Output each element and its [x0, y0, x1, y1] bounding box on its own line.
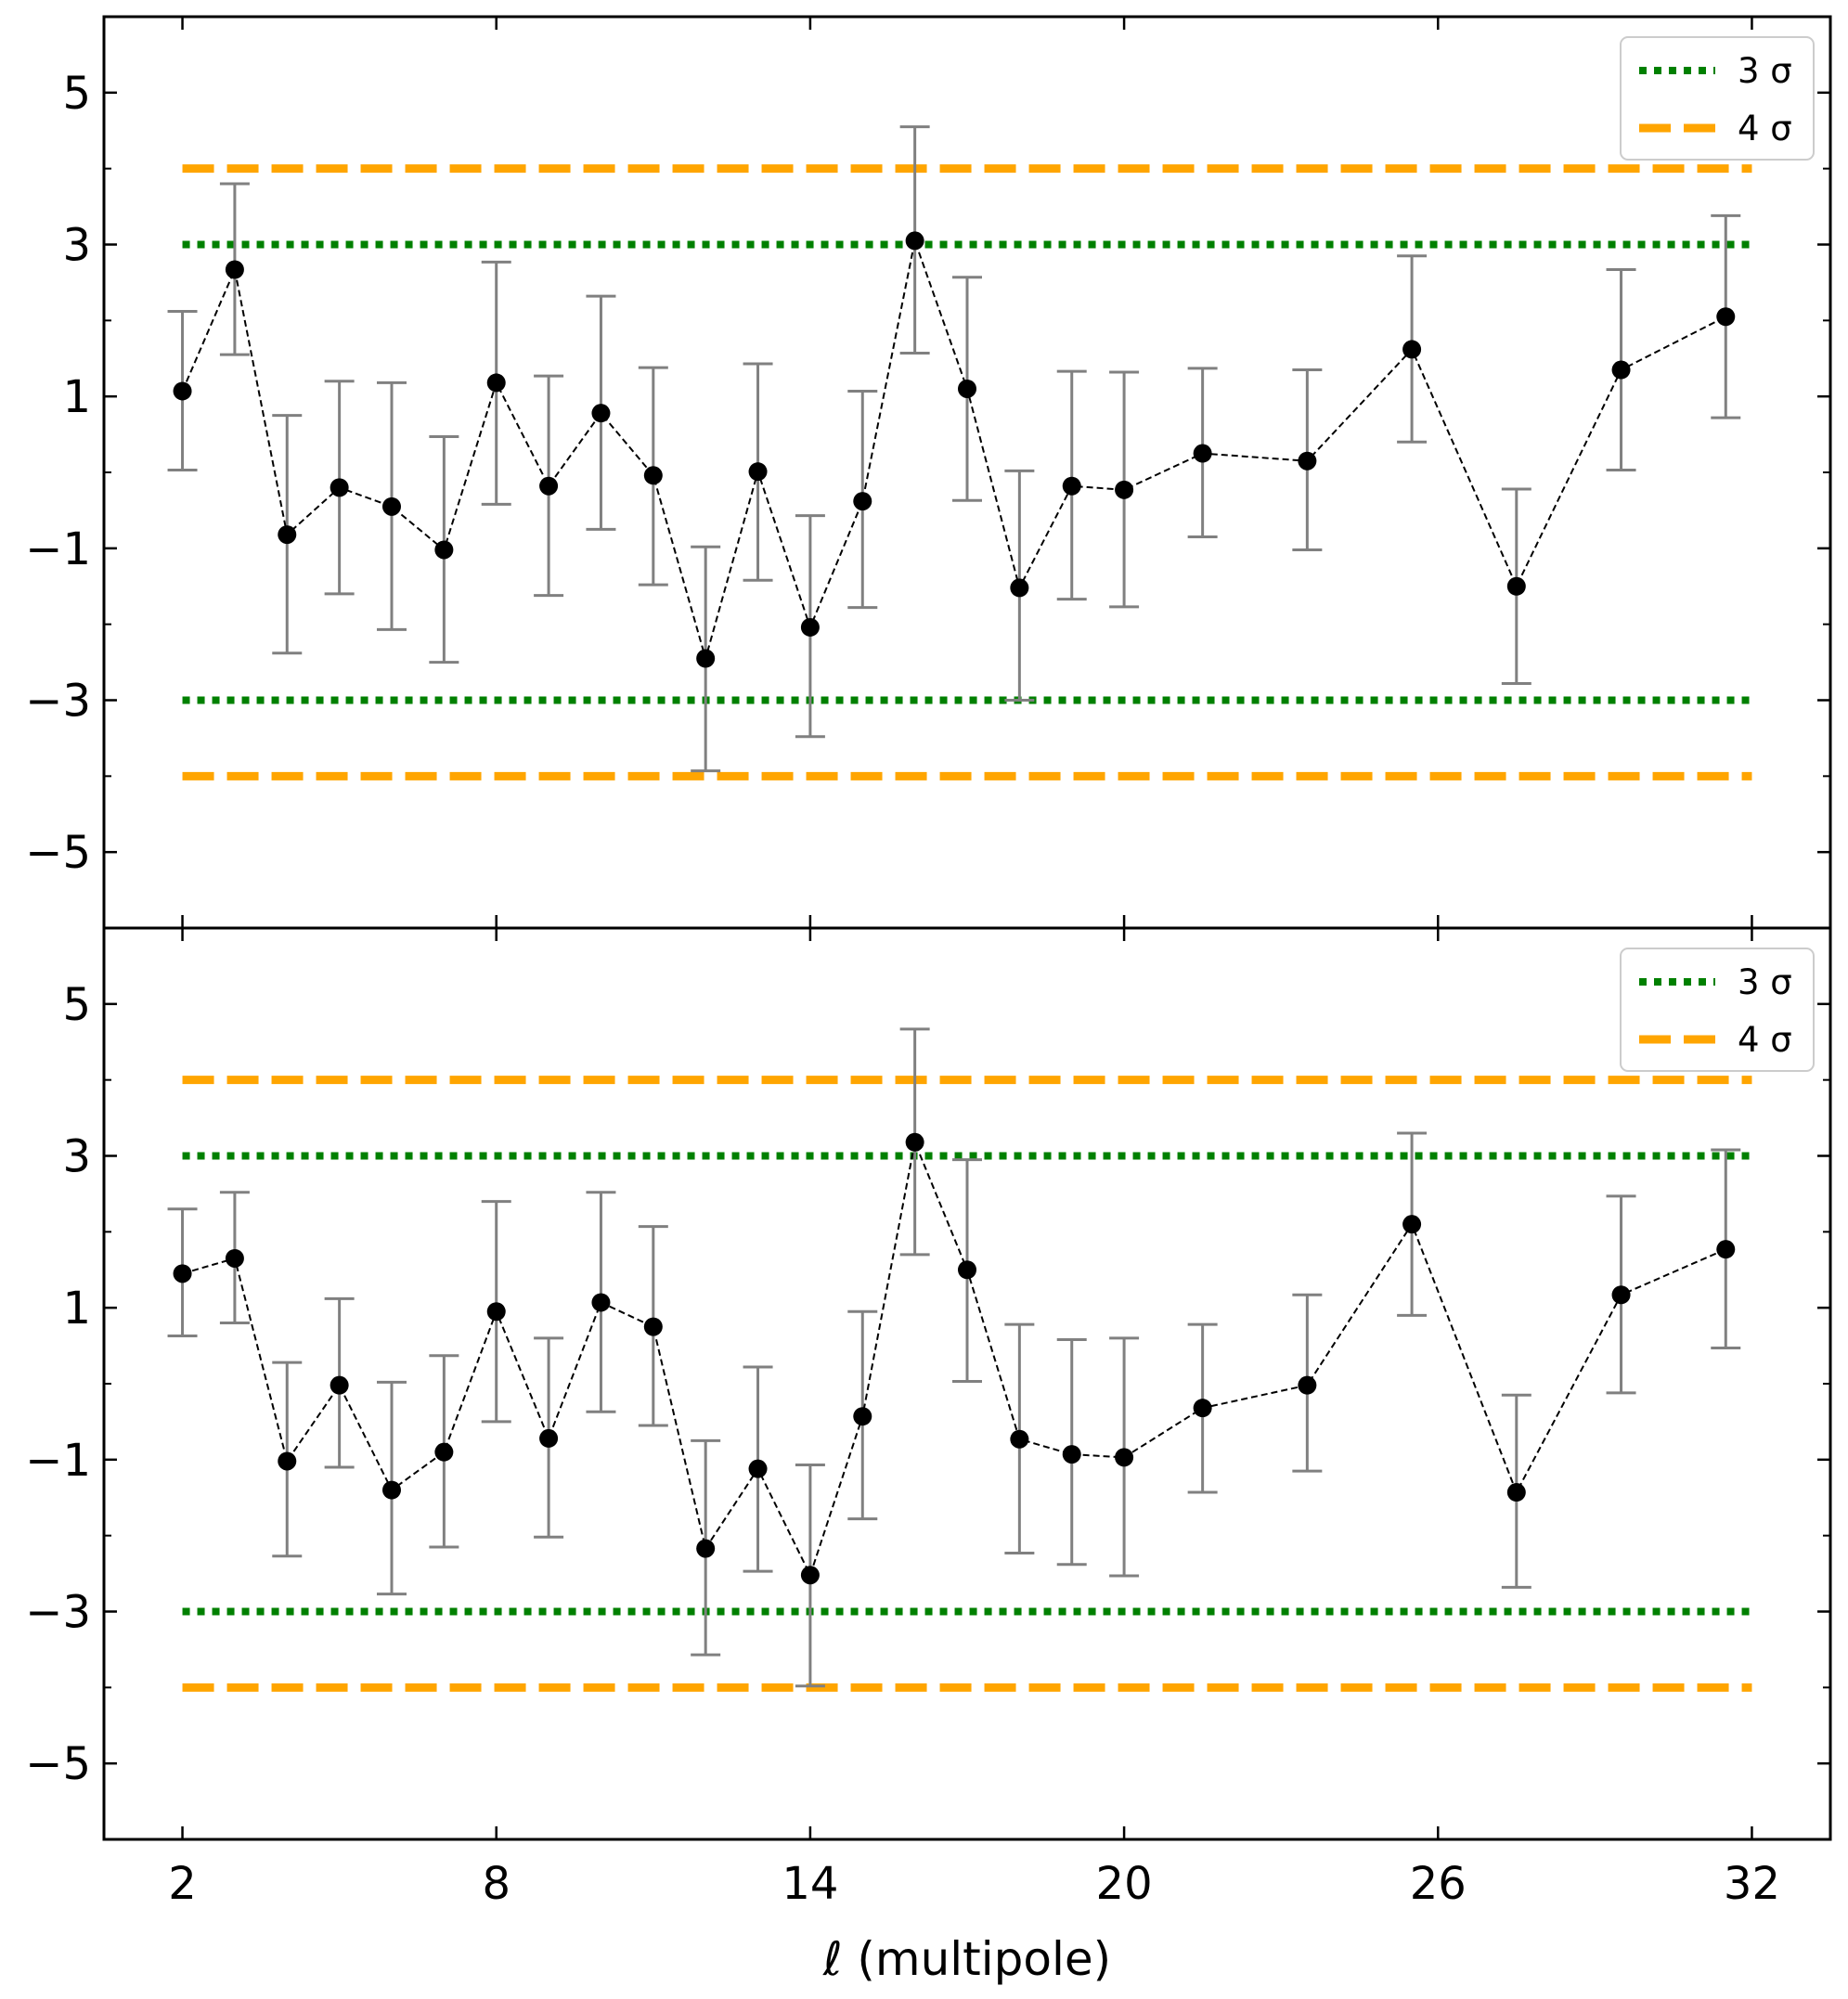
panel-frame	[102, 926, 1832, 1841]
data-point	[1716, 1240, 1736, 1259]
data-point	[1115, 480, 1134, 499]
data-point	[382, 1480, 401, 1500]
data-point	[225, 1248, 244, 1268]
data-point	[905, 231, 924, 251]
data-point	[905, 1132, 924, 1152]
data-point	[643, 1317, 663, 1336]
data-point	[1611, 360, 1631, 380]
y-tick-label: −3	[25, 1587, 91, 1639]
data-point	[173, 1264, 192, 1283]
data-point	[1298, 1375, 1317, 1395]
y-tick-label: −1	[25, 523, 91, 575]
data-point	[696, 1539, 716, 1558]
data-point	[1193, 1399, 1212, 1418]
y-tick-label: 1	[62, 371, 91, 423]
data-point	[539, 1428, 559, 1448]
x-tick-label: 8	[482, 1858, 510, 1910]
data-point	[539, 476, 559, 496]
y-tick-label: 3	[62, 1131, 91, 1183]
data-point	[591, 404, 611, 423]
data-point	[1402, 340, 1422, 359]
y-tick-label: 3	[62, 220, 91, 272]
data-point	[1716, 307, 1736, 327]
legend: 3 σ4 σ	[1620, 948, 1815, 1072]
y-tick-label: 1	[62, 1283, 91, 1335]
x-tick-label: 32	[1724, 1858, 1780, 1910]
y-tick-label: −3	[25, 676, 91, 728]
data-point	[800, 1566, 820, 1585]
legend-three-sigma-label: 3 σ	[1738, 51, 1792, 91]
data-point	[1115, 1448, 1134, 1467]
data-point	[853, 1407, 872, 1426]
data-point	[278, 525, 297, 545]
data-point	[748, 1459, 768, 1478]
data-point	[1062, 1445, 1081, 1464]
x-axis-title: ℓ (multipole)	[822, 1932, 1111, 1986]
data-point	[1506, 1483, 1526, 1502]
x-tick-label: 14	[782, 1858, 838, 1910]
data-point	[800, 617, 820, 637]
legend-four-sigma-label: 4 σ	[1738, 109, 1792, 148]
data-point	[434, 1442, 454, 1462]
data-point	[1010, 1429, 1029, 1449]
x-tick-label: 2	[168, 1858, 197, 1910]
data-point	[1193, 444, 1212, 463]
data-point	[486, 1302, 506, 1322]
data-point	[1010, 578, 1029, 598]
data-point	[591, 1293, 611, 1312]
data-point	[278, 1451, 297, 1471]
data-point	[958, 1260, 976, 1280]
data-point	[382, 497, 401, 516]
data-point	[748, 462, 768, 482]
legend: 3 σ4 σ	[1620, 36, 1815, 161]
data-point	[1611, 1285, 1631, 1305]
data-point	[1298, 451, 1317, 471]
data-point	[225, 260, 244, 279]
series-line	[181, 237, 1726, 663]
data-point	[958, 379, 976, 398]
data-point	[330, 1375, 349, 1395]
data-point	[853, 492, 872, 511]
data-point	[1062, 476, 1081, 496]
data-point	[1506, 576, 1526, 596]
panel-bottom: 531−1−3−53 σ4 σ	[25, 926, 1832, 1841]
legend-four-sigma-label: 4 σ	[1738, 1020, 1792, 1060]
data-point	[643, 466, 663, 485]
panel-top: 531−1−3−53 σ4 σ	[25, 15, 1832, 930]
y-tick-label: −5	[25, 1738, 91, 1790]
series-line	[182, 1139, 1726, 1578]
y-tick-label: 5	[62, 979, 91, 1031]
y-tick-label: −5	[25, 827, 91, 879]
data-point	[696, 649, 716, 668]
data-point	[330, 478, 349, 497]
data-point	[434, 540, 454, 560]
data-point	[173, 381, 192, 401]
y-tick-label: 5	[62, 68, 91, 120]
x-tick-label: 20	[1096, 1858, 1153, 1910]
x-tick-label: 26	[1410, 1858, 1467, 1910]
data-point	[1402, 1215, 1422, 1234]
data-point	[486, 373, 506, 393]
y-tick-label: −1	[25, 1435, 91, 1487]
legend-three-sigma-label: 3 σ	[1738, 962, 1792, 1002]
